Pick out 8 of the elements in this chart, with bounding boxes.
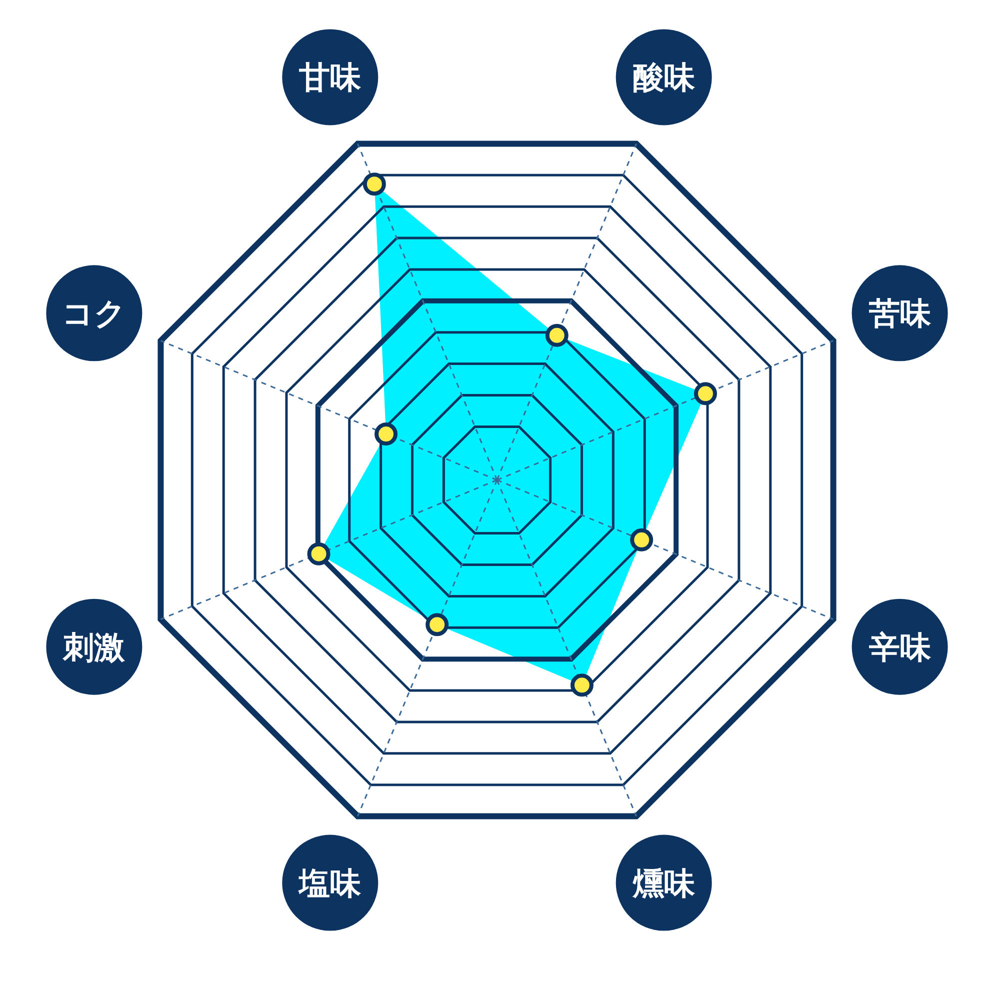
spoke-label: コク — [62, 296, 126, 332]
spoke-label: 塩味 — [297, 866, 362, 902]
spoke-label: 甘味 — [298, 60, 362, 96]
spoke-label: 燻味 — [632, 866, 696, 902]
spoke-label: 酸味 — [632, 60, 696, 96]
spoke-label: 辛味 — [868, 630, 932, 666]
spoke-label: 苦味 — [868, 296, 932, 332]
spoke-label: 刺激 — [62, 630, 126, 666]
